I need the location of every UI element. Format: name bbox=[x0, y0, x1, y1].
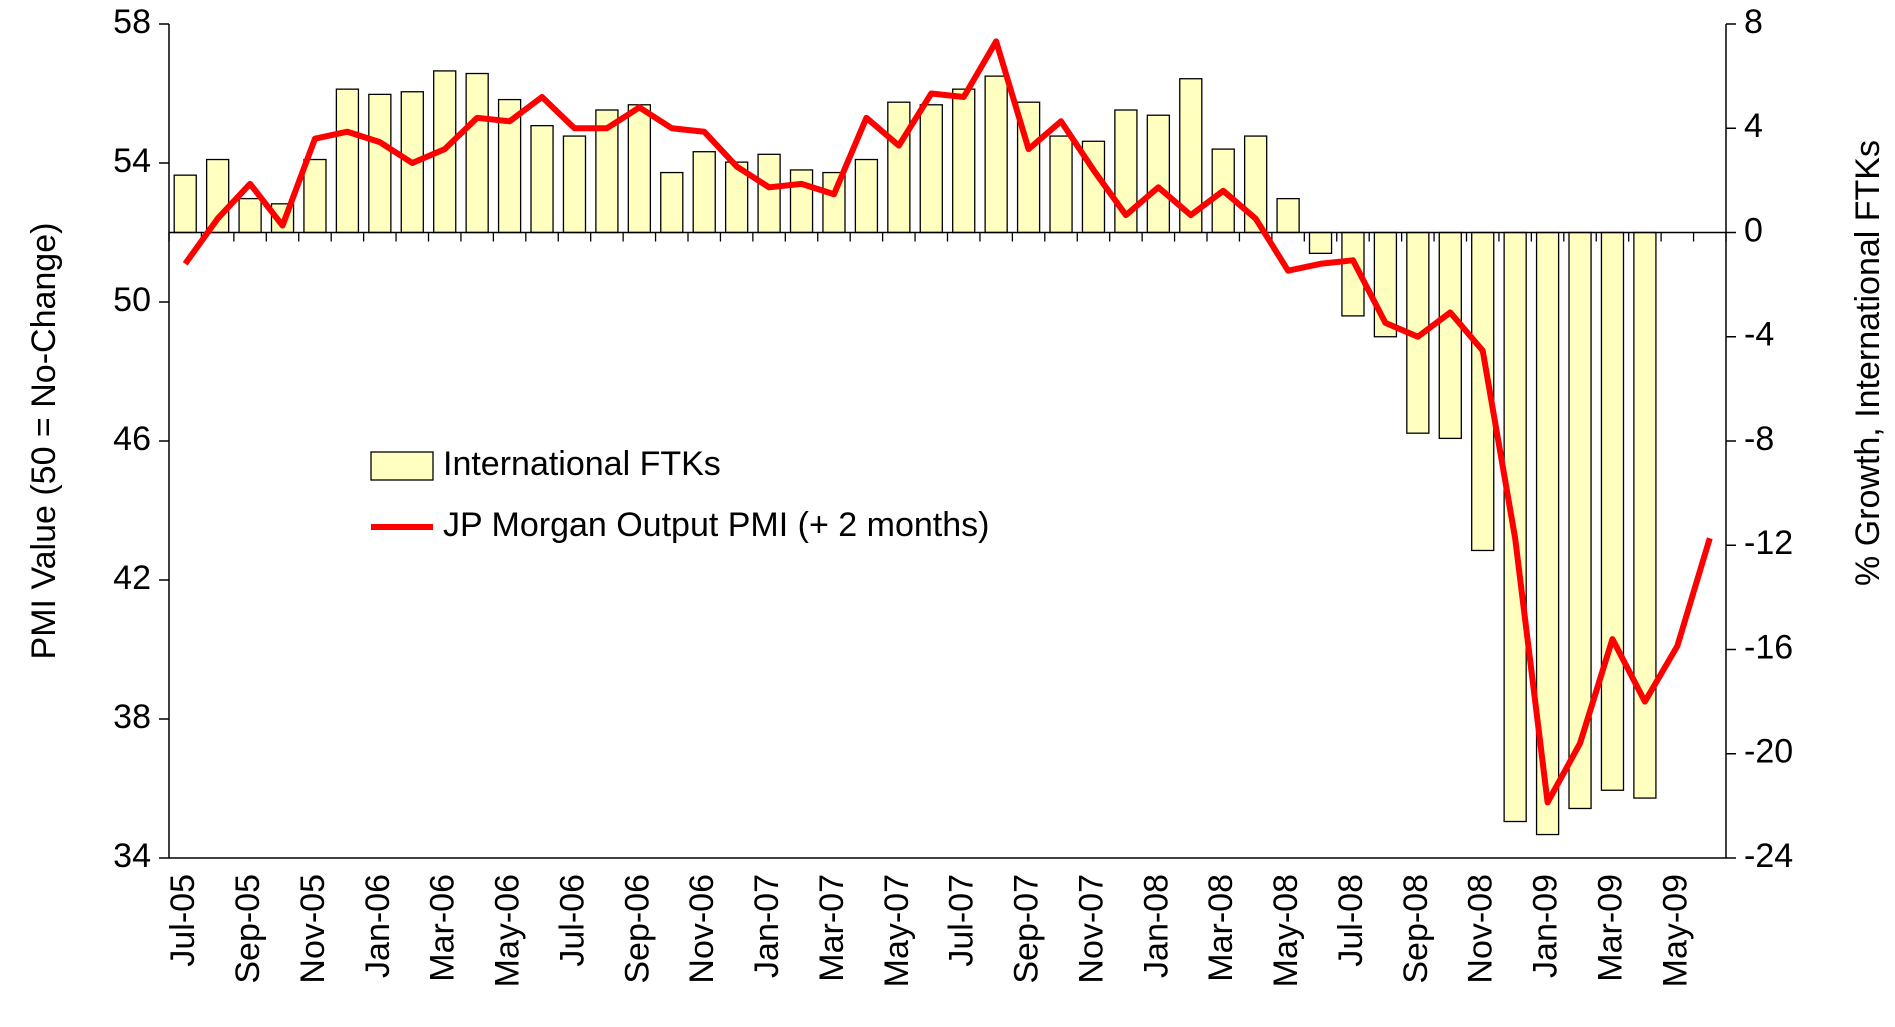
bar bbox=[1146, 114, 1171, 234]
bar bbox=[984, 75, 1008, 234]
x-tick-label: Mar-07 bbox=[813, 874, 851, 982]
bar bbox=[1438, 231, 1462, 440]
x-tick-label: May-06 bbox=[489, 874, 527, 987]
y2-tick-label: -8 bbox=[1744, 420, 1774, 458]
bar bbox=[887, 101, 911, 234]
bar bbox=[854, 158, 879, 234]
bar bbox=[1600, 231, 1625, 791]
x-tick-label: Sep-06 bbox=[618, 874, 656, 984]
bar bbox=[1633, 231, 1657, 799]
bar bbox=[757, 153, 781, 234]
x-tick-label: Mar-08 bbox=[1202, 874, 1240, 982]
y-tick-label: 46 bbox=[113, 420, 151, 458]
bar bbox=[1276, 197, 1300, 234]
x-tick-label: Jul-08 bbox=[1332, 874, 1370, 967]
bar bbox=[335, 88, 360, 234]
x-tick-label: Sep-08 bbox=[1397, 874, 1435, 984]
x-tick-label: Jul-07 bbox=[943, 874, 981, 967]
x-tick-label: Nov-05 bbox=[294, 874, 332, 984]
bar bbox=[368, 93, 392, 234]
x-tick-label: Nov-08 bbox=[1462, 874, 1500, 984]
x-tick-label: Nov-07 bbox=[1072, 874, 1110, 984]
x-tick-label: Jul-06 bbox=[553, 874, 591, 967]
x-tick-label: May-07 bbox=[878, 874, 916, 987]
y2-tick-label: 4 bbox=[1744, 107, 1763, 145]
x-tick-label: May-09 bbox=[1656, 874, 1694, 987]
legend-swatch bbox=[370, 451, 434, 481]
y2-tick-label: 8 bbox=[1744, 3, 1763, 41]
y-tick-label: 42 bbox=[113, 559, 151, 597]
x-tick-label: Mar-09 bbox=[1591, 874, 1629, 982]
y2-tick-label: -16 bbox=[1744, 628, 1793, 666]
y2-tick-label: -20 bbox=[1744, 733, 1793, 771]
legend-label: International FTKs bbox=[443, 445, 721, 483]
y-tick-label: 58 bbox=[113, 3, 151, 41]
bar bbox=[692, 151, 716, 234]
x-tick-label: Sep-07 bbox=[1008, 874, 1046, 984]
x-tick-label: Jul-05 bbox=[164, 874, 202, 967]
x-tick-label: Nov-06 bbox=[683, 874, 721, 984]
y2-axis-title: % Growth, International FTKs bbox=[1849, 140, 1887, 586]
bar bbox=[789, 169, 814, 234]
x-tick-label: May-08 bbox=[1267, 874, 1305, 987]
y2-tick-label: -4 bbox=[1744, 316, 1774, 354]
y-tick-label: 54 bbox=[113, 142, 151, 180]
y2-tick-label: -24 bbox=[1744, 837, 1793, 875]
bar bbox=[562, 135, 587, 234]
y2-tick-label: 0 bbox=[1744, 211, 1763, 249]
bar bbox=[952, 88, 976, 234]
y-axis-title: PMI Value (50 = No-Change) bbox=[25, 223, 63, 660]
bar bbox=[1308, 231, 1333, 255]
bar bbox=[303, 158, 327, 234]
y2-tick-label: -12 bbox=[1744, 524, 1793, 562]
bar bbox=[919, 104, 943, 234]
x-tick-label: Jan-07 bbox=[748, 874, 786, 978]
bar bbox=[465, 72, 489, 234]
x-tick-label: Jan-06 bbox=[359, 874, 397, 978]
bar bbox=[173, 174, 197, 234]
y-tick-label: 50 bbox=[113, 281, 151, 319]
x-tick-label: Jan-08 bbox=[1137, 874, 1175, 978]
bar bbox=[1049, 135, 1073, 234]
bar bbox=[627, 104, 652, 234]
line bbox=[182, 38, 1713, 806]
x-tick-label: Mar-06 bbox=[424, 874, 462, 982]
bar bbox=[660, 171, 684, 234]
legend-label: JP Morgan Output PMI (+ 2 months) bbox=[443, 506, 989, 544]
bar bbox=[238, 197, 262, 234]
y-tick-label: 34 bbox=[113, 837, 151, 875]
y-tick-label: 38 bbox=[113, 698, 151, 736]
x-tick-label: Jan-09 bbox=[1527, 874, 1565, 978]
bar bbox=[530, 124, 554, 234]
x-tick-label: Sep-05 bbox=[229, 874, 267, 984]
